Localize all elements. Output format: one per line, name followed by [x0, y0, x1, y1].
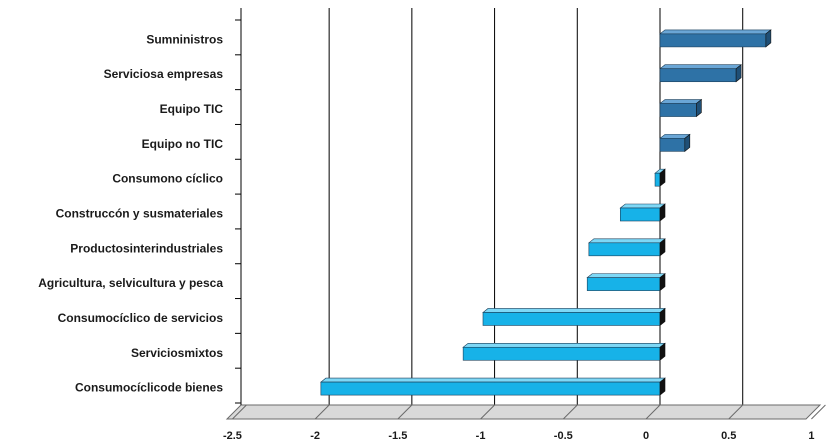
floor-tick [314, 404, 330, 420]
bar [659, 133, 691, 152]
floor-tick [232, 404, 247, 420]
floor-tick [645, 404, 661, 420]
category-label: Equipo no TIC [142, 137, 224, 151]
floor-plane [225, 404, 822, 420]
category-label: Sumninistros [146, 32, 223, 46]
category-label: Agricultura, selvicultura y pesca [38, 276, 223, 290]
x-tick-label: -2.5 [223, 430, 242, 442]
x-tick-label: -1.5 [388, 430, 407, 442]
x-tick-labels: -2.5 -2 -1.5 -1 -0.5 0 0.5 1 [223, 430, 815, 442]
x-tick-label: -2 [310, 430, 320, 442]
chart-floor [225, 404, 826, 420]
bars [320, 29, 772, 396]
bar [462, 342, 666, 361]
category-label: Construccón y susmateriales [56, 207, 224, 221]
bar [320, 377, 666, 396]
bar [659, 29, 772, 48]
bar [482, 307, 666, 327]
bar [654, 168, 666, 187]
floor-tick [480, 404, 495, 420]
floor-tick [811, 404, 826, 420]
floor-tick [728, 404, 744, 420]
axes [235, 8, 242, 405]
category-label: Consumocíclico de servicios [58, 311, 224, 325]
x-tick-label: 1 [808, 430, 814, 442]
category-label: Consumocíclicode bienes [75, 381, 223, 395]
category-labels: Sumninistros Serviciosa empresas Equipo TI… [38, 32, 223, 394]
x-tick-label: -0.5 [554, 430, 573, 442]
category-label: Consumono cíclico [112, 172, 223, 186]
category-label: Equipo TIC [160, 102, 224, 116]
bar [588, 238, 666, 257]
bar [659, 64, 742, 83]
bar [619, 203, 666, 222]
x-tick-label: 0.5 [721, 430, 736, 442]
category-label: Productosinterindustriales [70, 241, 223, 255]
floor-tick [397, 404, 413, 420]
category-label: Serviciosa empresas [104, 67, 224, 81]
x-tick-label: 0 [643, 430, 649, 442]
x-tick-label: -1 [476, 430, 486, 442]
bar [586, 273, 666, 292]
bar [659, 98, 703, 118]
category-label: Serviciosmixtos [131, 346, 223, 360]
floor-tick [562, 404, 578, 420]
